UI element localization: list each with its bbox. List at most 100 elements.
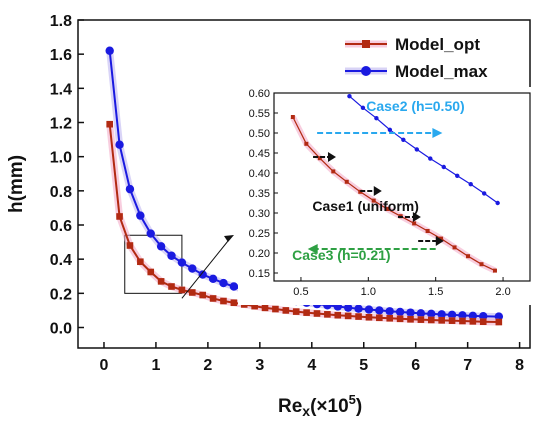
- inset-series-model-max-point: [428, 156, 433, 161]
- y-tick-label: 0.4: [50, 252, 72, 269]
- y-tick-label: 1.4: [50, 81, 72, 98]
- series-model-max-point: [406, 308, 415, 317]
- series-model-max-point: [416, 309, 426, 318]
- inset-series-model-max-point: [455, 173, 460, 178]
- series-model-opt-point: [386, 314, 394, 322]
- series-model-opt-point: [417, 316, 425, 323]
- series-model-opt-point: [209, 295, 217, 302]
- inset-series-model-max-point: [401, 137, 406, 142]
- series-model-max-point: [364, 305, 374, 314]
- series-model-opt-point: [261, 304, 269, 312]
- series-model-max-point: [188, 264, 197, 273]
- series-model-max-point: [125, 184, 135, 194]
- series-model-opt-point: [292, 308, 300, 315]
- inset-series-model-opt-point: [492, 268, 497, 273]
- inset-x-tick-label: 0.5: [293, 286, 308, 298]
- y-axis-title: h(mm): [6, 155, 27, 213]
- series-model-opt-point: [313, 310, 321, 317]
- series-model-opt-point: [157, 278, 165, 285]
- series-model-max-point: [354, 304, 363, 313]
- y-tick-label: 1.6: [50, 47, 72, 64]
- inset-annotation-label: Case3 (h=0.21): [292, 247, 390, 263]
- inset-series-model-max-point: [495, 200, 500, 206]
- inset-annotation-label: Case2 (h=0.50): [366, 98, 464, 114]
- legend-swatch-marker: [361, 66, 371, 76]
- series-model-opt-point: [168, 283, 175, 290]
- y-tick-label: 0.0: [50, 321, 72, 338]
- x-axis-title: Rex(×105): [278, 392, 362, 419]
- series-model-max-point: [385, 307, 394, 316]
- x-tick-label: 6: [411, 357, 420, 374]
- series-model-opt-point: [147, 268, 155, 276]
- x-tick-label: 2: [203, 357, 212, 374]
- series-model-max-point: [136, 211, 145, 220]
- inset-step-arrow-head: [412, 212, 421, 222]
- series-model-max-point: [229, 282, 239, 291]
- series-model-opt-point: [376, 314, 383, 322]
- inset-series-model-max-point: [360, 105, 366, 111]
- series-model-max-point: [105, 46, 114, 55]
- series-model-max-point: [437, 310, 446, 319]
- inset-series-model-max-point: [441, 164, 446, 170]
- inset-series-model-max-line: [349, 95, 499, 204]
- inset-y-tick-label: 0.45: [249, 148, 270, 160]
- series-model-opt-point: [178, 286, 186, 294]
- inset-series-model-opt-point: [371, 198, 376, 203]
- x-tick-label: 0: [100, 357, 109, 374]
- inset-y-tick-label: 0.30: [249, 208, 270, 220]
- inset-y-tick-label: 0.15: [249, 268, 270, 280]
- series-model-max-point: [208, 274, 218, 284]
- inset-annotation-label: Case1 (uniform): [312, 198, 419, 214]
- series-model-opt-point: [427, 316, 435, 324]
- inset-series-model-max-point: [414, 147, 420, 152]
- inset-plot-area: 0.5 1.0 1.5 2.0 0.15 0.20 0.25 0.30 0.35 0.40 0.45…: [238, 87, 534, 305]
- series-model-opt-point: [126, 242, 134, 249]
- x-tick-label: 4: [307, 357, 316, 374]
- series-model-opt-point: [448, 317, 456, 324]
- series-model-opt-point: [344, 312, 352, 320]
- series-model-opt-point: [396, 315, 404, 323]
- x-tick-label: 3: [255, 357, 264, 374]
- series-model-opt-point: [324, 311, 331, 318]
- inset-annotation-arrow-head: [307, 244, 318, 254]
- series-model-opt-point: [355, 313, 362, 320]
- inset-series-model-opt-point: [452, 245, 457, 250]
- series-model-max-point: [343, 303, 353, 312]
- series-model-max-point: [219, 278, 228, 288]
- series-model-opt-point: [220, 297, 227, 305]
- series-model-max-point: [447, 310, 457, 320]
- inset-series-model-opt-point: [439, 236, 444, 241]
- inset-y-tick-label: 0.25: [249, 228, 270, 240]
- series-model-max-point: [177, 258, 187, 267]
- x-axis-title-close: ): [356, 396, 362, 417]
- legend: Model_opt Model_max: [345, 35, 488, 81]
- series-model-max-point: [395, 307, 405, 317]
- inset-y-tick-label: 0.50: [249, 128, 270, 140]
- series-model-opt-point: [282, 307, 290, 314]
- series-model-opt-point: [106, 120, 113, 128]
- legend-swatch-marker: [362, 40, 370, 48]
- inset-y-tick-label: 0.35: [249, 188, 270, 200]
- inset-annotation-arrow-head: [432, 128, 443, 138]
- inset-series-model-opt-line: [292, 116, 496, 272]
- series-model-max-point: [156, 242, 166, 251]
- legend-entry-label: Model_max: [395, 62, 488, 81]
- series-model-max-point: [375, 306, 384, 315]
- series-model-opt-point: [230, 299, 238, 307]
- inset-series-model-opt-point: [304, 141, 309, 146]
- series-model-opt-point: [495, 318, 503, 326]
- series-model-opt-point: [459, 317, 466, 325]
- x-tick-label: 8: [515, 357, 524, 374]
- series-model-opt-point: [116, 213, 123, 220]
- y-tick-label: 1.0: [50, 150, 72, 167]
- inset-series-model-opt-point: [331, 169, 336, 174]
- inset-x-tick-label: 1.0: [361, 286, 376, 298]
- series-model-opt-point: [272, 305, 279, 313]
- inset-step-arrow-head: [327, 152, 336, 162]
- series-model-max-point: [427, 309, 436, 319]
- series-model-opt-point: [251, 302, 258, 310]
- inset-step-arrow-head: [435, 236, 444, 246]
- zoom-pointer-head: [224, 235, 234, 242]
- y-tick-label: 1.2: [50, 116, 72, 133]
